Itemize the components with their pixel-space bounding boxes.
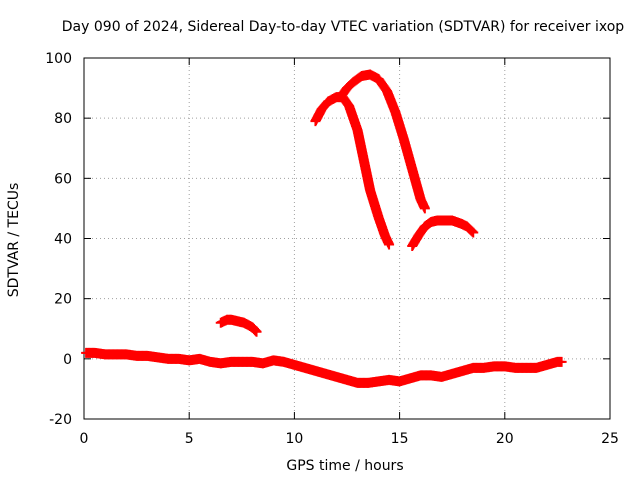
data-point [466, 225, 477, 236]
chart-title: Day 090 of 2024, Sidereal Day-to-day VTE… [62, 19, 625, 35]
y-tick-label: 20 [54, 292, 72, 308]
data-point [384, 239, 395, 250]
y-tick-label: 40 [54, 232, 72, 248]
x-tick-label: 0 [80, 431, 89, 447]
x-tick-label: 10 [285, 431, 303, 447]
y-tick-label: 100 [45, 51, 72, 67]
data-points [81, 69, 567, 388]
y-tick-label: 0 [63, 352, 72, 368]
series-near-zero-track [81, 347, 567, 388]
data-point [467, 226, 478, 237]
data-point [556, 356, 567, 367]
x-tick-label: 25 [601, 431, 619, 447]
x-tick-label: 5 [185, 431, 194, 447]
y-axis-label: SDTVAR / TECUs [6, 183, 22, 298]
axis-ticks: 0 5 10 15 20 25 -20 0 20 40 60 80 100 [45, 51, 619, 447]
y-tick-label: 60 [54, 171, 72, 187]
x-tick-label: 15 [391, 431, 409, 447]
y-tick-label: -20 [49, 412, 72, 428]
x-tick-label: 20 [496, 431, 514, 447]
y-tick-label: 80 [54, 111, 72, 127]
series-arc-1 [215, 314, 262, 337]
data-point [468, 227, 479, 238]
series-arc-3 [335, 69, 430, 214]
data-point [419, 203, 430, 214]
x-axis-label: GPS time / hours [286, 458, 403, 474]
series-arc-4 [407, 215, 479, 252]
series-arc-2 [310, 92, 395, 250]
data-point [251, 326, 262, 337]
